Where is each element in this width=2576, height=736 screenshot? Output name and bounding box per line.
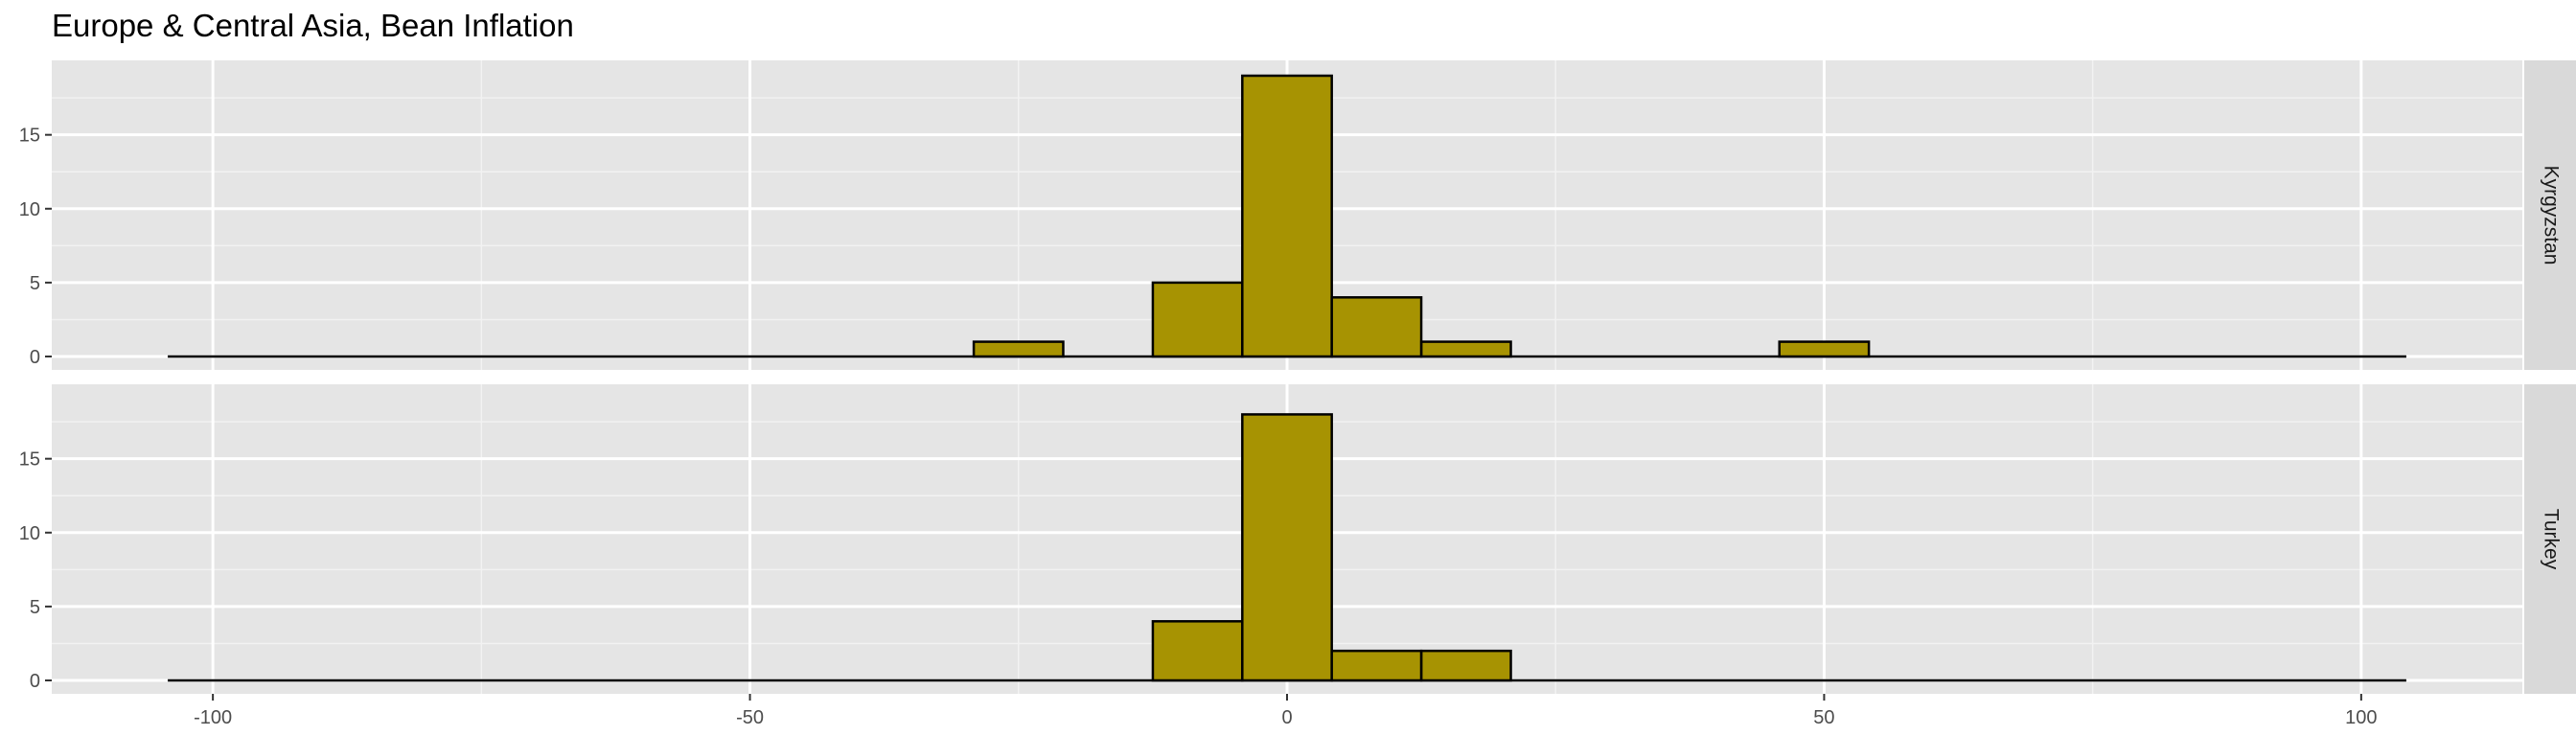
facet-strip (2524, 384, 2576, 694)
histogram-bar (1778, 340, 1871, 358)
facet-strip-label: Kyrgyzstan (2540, 166, 2562, 265)
y-tick-label: 0 (30, 347, 40, 368)
facet-strip (2524, 60, 2576, 370)
chart-title: Europe & Central Asia, Bean Inflation (52, 8, 574, 43)
y-tick-label: 0 (30, 671, 40, 692)
histogram-bar (1151, 281, 1244, 358)
y-tick-label: 15 (19, 449, 40, 471)
x-tick-label: -100 (194, 707, 232, 728)
histogram-bar (1419, 340, 1512, 358)
x-tick-label: 100 (2345, 707, 2377, 728)
x-tick-label: 0 (1281, 707, 1292, 728)
histogram-bar (972, 340, 1065, 358)
y-tick-label: 5 (30, 597, 40, 618)
y-tick-label: 5 (30, 273, 40, 294)
histogram-bar (1151, 620, 1244, 682)
x-tick-label: 50 (1813, 707, 1834, 728)
histogram-bar (1330, 649, 1423, 682)
facet-strip-label: Turkey (2540, 509, 2562, 570)
y-tick-label: 15 (19, 126, 40, 147)
panel-turkey: 0 5 10 15 Turkey (19, 384, 2576, 694)
y-tick-label: 10 (19, 523, 40, 544)
histogram-bar (1330, 296, 1423, 358)
panel-kyrgyzstan: 0 5 10 15 Kyrgyzstan (19, 60, 2576, 370)
histogram-bar (1241, 413, 1333, 682)
histogram-bar (1419, 649, 1512, 682)
y-tick-label: 10 (19, 199, 40, 220)
histogram-bar (1241, 74, 1333, 358)
x-tick-label: -50 (736, 707, 764, 728)
